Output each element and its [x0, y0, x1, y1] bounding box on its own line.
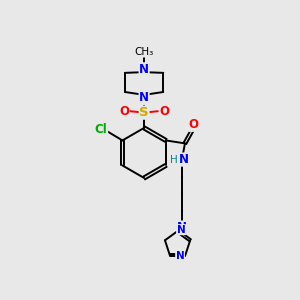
Text: H: H: [170, 154, 178, 165]
Text: N: N: [179, 153, 189, 166]
Text: N: N: [176, 251, 184, 261]
Text: S: S: [139, 106, 149, 119]
Text: O: O: [119, 105, 129, 118]
Text: N: N: [139, 92, 149, 104]
Text: N: N: [177, 221, 187, 234]
Text: O: O: [189, 118, 199, 131]
Text: Cl: Cl: [95, 123, 108, 136]
Text: N: N: [177, 225, 185, 235]
Text: O: O: [159, 105, 169, 118]
Text: CH₃: CH₃: [134, 47, 154, 57]
Text: N: N: [139, 63, 149, 76]
